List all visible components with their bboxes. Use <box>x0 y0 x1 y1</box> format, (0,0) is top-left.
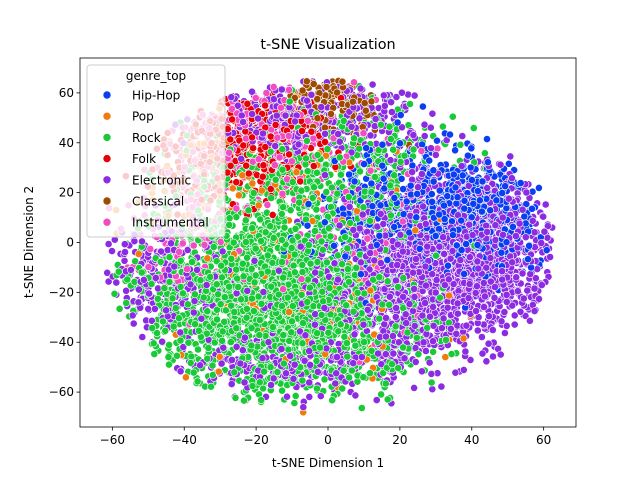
scatter-point <box>397 88 406 97</box>
scatter-point <box>542 246 551 255</box>
scatter-point <box>227 380 236 388</box>
scatter-point <box>149 339 158 348</box>
scatter-point <box>426 123 435 132</box>
scatter-point <box>506 152 515 161</box>
scatter-point <box>104 240 113 248</box>
scatter-point <box>482 357 491 366</box>
scatter-point <box>473 326 482 335</box>
scatter-point <box>469 124 478 133</box>
scatter-point <box>291 391 300 400</box>
scatter-point <box>427 144 435 153</box>
chart-title: t-SNE Visualization <box>260 37 395 53</box>
scatter-point <box>278 386 286 395</box>
scatter-point <box>164 353 173 361</box>
scatter-point <box>231 393 240 402</box>
scatter-point <box>280 223 289 232</box>
scatter-point <box>431 150 440 159</box>
scatter-point <box>484 339 493 348</box>
scatter-point <box>438 122 447 131</box>
scatter-point <box>372 396 381 404</box>
scatter-point <box>483 135 491 143</box>
scatter-point <box>290 399 299 407</box>
scatter-point <box>250 256 259 265</box>
scatter-point <box>120 240 129 249</box>
scatter-point <box>510 320 519 329</box>
scatter-point <box>368 80 377 89</box>
scatter-point <box>325 195 334 203</box>
scatter-point <box>283 392 291 401</box>
scatter-point <box>466 355 475 364</box>
scatter-point <box>447 350 456 358</box>
scatter-point <box>299 403 308 412</box>
scatter-point <box>510 311 519 320</box>
scatter-point <box>108 247 116 255</box>
scatter-point <box>526 316 534 325</box>
scatter-point <box>377 390 385 399</box>
scatter-point <box>500 329 509 337</box>
scatter-point <box>539 212 548 221</box>
scatter-point <box>399 185 407 193</box>
scatter-point <box>458 132 467 140</box>
scatter-point <box>478 349 487 358</box>
scatter-point <box>321 137 329 146</box>
scatter-point <box>537 239 546 247</box>
scatter-point <box>546 253 554 261</box>
scatter-point <box>442 335 450 344</box>
scatter-point <box>521 311 530 320</box>
scatter-point <box>305 378 314 387</box>
scatter-point <box>418 102 427 111</box>
scatter-point <box>257 396 266 404</box>
scatter-point <box>144 304 153 313</box>
